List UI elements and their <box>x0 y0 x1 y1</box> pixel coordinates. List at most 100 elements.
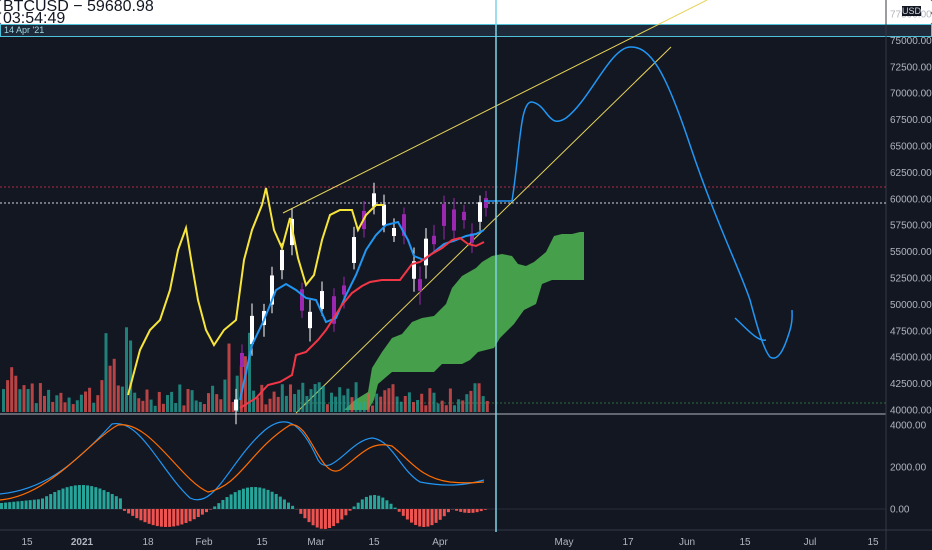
candle-body <box>432 235 436 245</box>
volume-bar <box>305 396 309 412</box>
volume-bar <box>309 389 313 412</box>
macd-histogram-bar <box>16 501 20 509</box>
macd-histogram-bar <box>143 509 147 523</box>
volume-bar <box>293 394 297 412</box>
volume-bar <box>321 386 325 412</box>
macd-histogram-bar <box>45 496 49 509</box>
candle-body <box>462 211 466 221</box>
macd-histogram-bar <box>180 509 184 525</box>
volume-bar <box>403 395 407 412</box>
volume-bar <box>63 402 67 412</box>
volume-bar <box>79 394 83 412</box>
volume-bar <box>129 340 133 412</box>
candle-body <box>250 315 254 345</box>
volume-bar <box>313 384 317 412</box>
macd-histogram-bar <box>139 509 143 521</box>
last-price-value: 59680.98 <box>87 0 154 15</box>
macd-histogram-bar <box>356 502 360 509</box>
candle-body <box>240 352 244 368</box>
candle-body <box>412 261 416 279</box>
macd-histogram-bar <box>274 493 278 509</box>
volume-bar <box>428 388 432 412</box>
macd-histogram-bar <box>299 509 303 514</box>
volume-bar <box>34 403 38 412</box>
macd-histogram-bar <box>307 509 311 523</box>
macd-histogram-bar <box>36 499 40 509</box>
macd-histogram-bar <box>69 486 73 509</box>
macd-histogram-bar <box>49 494 53 509</box>
macd-histogram-bar <box>200 509 204 515</box>
macd-histogram-bar <box>20 500 24 509</box>
macd-histogram-bar <box>397 509 401 512</box>
volume-bar <box>239 365 243 412</box>
volume-bar <box>149 399 153 412</box>
volume-bar <box>59 392 63 412</box>
time-axis[interactable]: 15 2021 18 Feb 15 Mar 15 Apr May 17 Jun 15 Jul 15 <box>21 537 879 548</box>
volume-bar <box>55 395 59 412</box>
macd-histogram-bar <box>479 509 483 512</box>
candle-body <box>484 198 488 208</box>
volume-bar <box>399 401 403 412</box>
macd-histogram-bar <box>196 509 200 518</box>
macd-histogram-bar <box>229 494 233 509</box>
macd-histogram-bar <box>82 485 85 509</box>
ichimoku-conversion-line <box>127 187 384 396</box>
macd-histogram-bar <box>282 499 286 509</box>
macd-histogram-bar <box>0 503 3 509</box>
volume-bar <box>272 391 276 412</box>
macd-histogram <box>0 485 487 529</box>
price-tick-label: 42500.00 <box>890 379 932 390</box>
volume-histogram <box>2 327 489 412</box>
candle-body <box>300 289 304 311</box>
candle-body <box>402 214 406 236</box>
macd-histogram-bar <box>364 496 368 509</box>
time-tick-label: Feb <box>195 537 213 548</box>
macd-histogram-bar <box>426 509 430 527</box>
macd-histogram-bar <box>438 509 442 520</box>
wedge-upper-line[interactable] <box>282 0 708 214</box>
macd-histogram-bar <box>8 502 12 509</box>
volume-bar <box>190 390 194 412</box>
volume-bar <box>424 405 428 412</box>
volume-bar <box>473 383 477 412</box>
volume-bar <box>137 398 141 412</box>
volume-bar <box>51 401 55 412</box>
volume-bar <box>223 379 227 412</box>
candle-body <box>478 202 482 222</box>
macd-histogram-bar <box>73 485 77 509</box>
price-tick-label: 50000.00 <box>890 300 932 311</box>
projection-curve[interactable] <box>484 46 793 359</box>
macd-histogram-bar <box>303 509 307 519</box>
price-axis[interactable]: 77500.0075000.0072500.0070000.0067500.00… <box>890 10 932 417</box>
candle-body <box>332 296 336 324</box>
macd-histogram-bar <box>352 506 356 509</box>
volume-bar <box>67 397 71 412</box>
volume-bar <box>166 395 169 412</box>
time-tick-label: May <box>555 537 574 548</box>
volume-bar <box>198 401 202 412</box>
macd-histogram-bar <box>442 509 446 517</box>
volume-bar <box>22 385 26 412</box>
macd-histogram-bar <box>110 493 114 509</box>
macd-histogram-bar <box>401 509 405 516</box>
volume-bar <box>47 389 51 412</box>
macd-axis[interactable]: 4000.00 2000.00 0.00 <box>890 421 927 516</box>
volume-bar <box>231 401 235 412</box>
price-tick-label: 75000.00 <box>890 36 932 47</box>
volume-bar <box>276 396 280 412</box>
ichimoku-base-line <box>239 220 485 401</box>
macd-histogram-bar <box>291 505 295 509</box>
volume-bar <box>350 397 354 412</box>
macd-histogram-bar <box>254 487 258 509</box>
price-tick-label: 40000.00 <box>890 406 932 417</box>
volume-bar <box>18 389 22 412</box>
macd-histogram-bar <box>246 487 249 509</box>
volume-bar <box>366 393 370 412</box>
macd-histogram-bar <box>77 485 81 509</box>
macd-histogram-bar <box>32 499 36 509</box>
time-tick-label: Jun <box>679 537 695 548</box>
macd-histogram-bar <box>12 501 16 509</box>
volume-bar <box>330 392 333 412</box>
macd-histogram-bar <box>192 509 196 520</box>
